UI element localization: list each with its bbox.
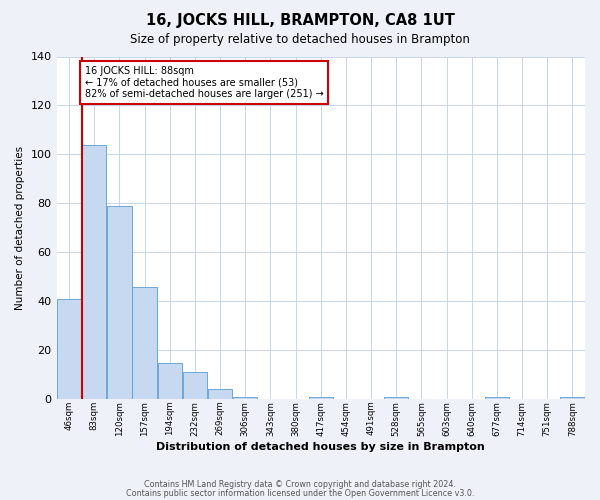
- Bar: [57, 299, 82, 400]
- Text: Size of property relative to detached houses in Brampton: Size of property relative to detached ho…: [130, 32, 470, 46]
- Text: 16, JOCKS HILL, BRAMPTON, CA8 1UT: 16, JOCKS HILL, BRAMPTON, CA8 1UT: [146, 12, 454, 28]
- Bar: [133, 286, 157, 400]
- Y-axis label: Number of detached properties: Number of detached properties: [15, 146, 25, 310]
- Bar: [384, 397, 409, 400]
- Bar: [82, 144, 106, 400]
- Bar: [308, 397, 333, 400]
- X-axis label: Distribution of detached houses by size in Brampton: Distribution of detached houses by size …: [157, 442, 485, 452]
- Bar: [183, 372, 207, 400]
- Bar: [208, 390, 232, 400]
- Bar: [485, 397, 509, 400]
- Text: Contains HM Land Registry data © Crown copyright and database right 2024.: Contains HM Land Registry data © Crown c…: [144, 480, 456, 489]
- Bar: [158, 362, 182, 400]
- Bar: [233, 397, 257, 400]
- Bar: [560, 397, 584, 400]
- Text: 16 JOCKS HILL: 88sqm
← 17% of detached houses are smaller (53)
82% of semi-detac: 16 JOCKS HILL: 88sqm ← 17% of detached h…: [85, 66, 323, 100]
- Bar: [107, 206, 131, 400]
- Text: Contains public sector information licensed under the Open Government Licence v3: Contains public sector information licen…: [126, 488, 474, 498]
